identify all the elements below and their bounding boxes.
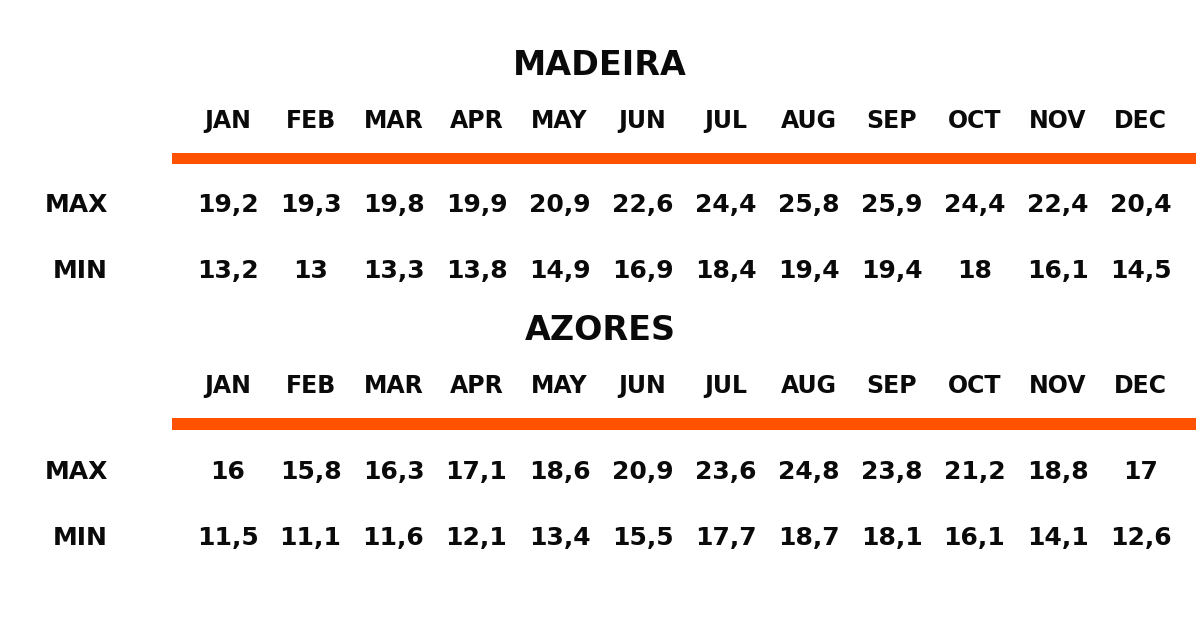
Text: APR: APR	[450, 374, 503, 398]
Text: JAN: JAN	[204, 109, 251, 133]
Text: 19,3: 19,3	[280, 193, 341, 217]
Text: 23,8: 23,8	[860, 460, 923, 484]
Text: 20,9: 20,9	[612, 460, 673, 484]
Text: 14,1: 14,1	[1027, 526, 1088, 550]
Text: FEB: FEB	[286, 374, 336, 398]
Bar	[172, 418, 1196, 430]
Text: 24,4: 24,4	[943, 193, 1006, 217]
Text: MAX: MAX	[44, 193, 108, 217]
Text: OCT: OCT	[948, 109, 1001, 133]
Text: 15,5: 15,5	[612, 526, 673, 550]
Text: NOV: NOV	[1028, 109, 1086, 133]
Text: MIN: MIN	[53, 526, 108, 550]
Text: OCT: OCT	[948, 374, 1001, 398]
Text: JAN: JAN	[204, 374, 251, 398]
Text: MAR: MAR	[364, 109, 424, 133]
Text: FEB: FEB	[286, 109, 336, 133]
Text: AUG: AUG	[780, 109, 836, 133]
Text: MAR: MAR	[364, 374, 424, 398]
Text: 20,4: 20,4	[1110, 193, 1171, 217]
Text: MAY: MAY	[532, 374, 588, 398]
Text: 16,3: 16,3	[362, 460, 425, 484]
Text: 25,9: 25,9	[860, 193, 923, 217]
Text: 22,4: 22,4	[1027, 193, 1088, 217]
Text: JUN: JUN	[619, 374, 666, 398]
Text: 19,2: 19,2	[197, 193, 258, 217]
Text: 14,5: 14,5	[1110, 259, 1171, 283]
Text: 22,6: 22,6	[612, 193, 673, 217]
Text: NOV: NOV	[1028, 374, 1086, 398]
Text: 20,9: 20,9	[529, 193, 590, 217]
Text: 24,8: 24,8	[778, 460, 839, 484]
Text: 16,9: 16,9	[612, 259, 673, 283]
Text: 18: 18	[958, 259, 992, 283]
Text: DEC: DEC	[1114, 374, 1166, 398]
Text: 16,1: 16,1	[943, 526, 1006, 550]
Text: 19,9: 19,9	[445, 193, 508, 217]
Text: 19,8: 19,8	[362, 193, 425, 217]
Text: AZORES: AZORES	[524, 315, 676, 347]
Text: 25,8: 25,8	[778, 193, 839, 217]
Bar	[172, 153, 1196, 164]
Text: MADEIRA: MADEIRA	[514, 50, 686, 82]
Text: 13: 13	[293, 259, 328, 283]
Text: 12,1: 12,1	[445, 526, 508, 550]
Text: 21,2: 21,2	[943, 460, 1006, 484]
Text: 16: 16	[210, 460, 245, 484]
Text: 13,2: 13,2	[197, 259, 258, 283]
Text: DEC: DEC	[1114, 109, 1166, 133]
Text: 24,4: 24,4	[695, 193, 756, 217]
Text: 18,1: 18,1	[860, 526, 923, 550]
Text: MAX: MAX	[44, 460, 108, 484]
Text: SEP: SEP	[866, 374, 917, 398]
Text: 11,6: 11,6	[362, 526, 425, 550]
Text: 19,4: 19,4	[778, 259, 839, 283]
Text: 18,7: 18,7	[778, 526, 839, 550]
Text: 17,1: 17,1	[445, 460, 508, 484]
Text: 11,5: 11,5	[197, 526, 258, 550]
Text: 18,6: 18,6	[529, 460, 590, 484]
Text: 13,4: 13,4	[529, 526, 590, 550]
Text: JUL: JUL	[704, 374, 746, 398]
Text: 23,6: 23,6	[695, 460, 756, 484]
Text: 18,4: 18,4	[695, 259, 756, 283]
Text: 17,7: 17,7	[695, 526, 756, 550]
Text: APR: APR	[450, 109, 503, 133]
Text: AUG: AUG	[780, 374, 836, 398]
Text: 17: 17	[1123, 460, 1158, 484]
Text: 15,8: 15,8	[280, 460, 341, 484]
Text: JUL: JUL	[704, 109, 746, 133]
Text: MAY: MAY	[532, 109, 588, 133]
Text: 12,6: 12,6	[1110, 526, 1171, 550]
Text: 13,8: 13,8	[445, 259, 508, 283]
Text: 11,1: 11,1	[280, 526, 342, 550]
Text: 14,9: 14,9	[529, 259, 590, 283]
Text: 16,1: 16,1	[1027, 259, 1088, 283]
Text: 19,4: 19,4	[860, 259, 923, 283]
Text: SEP: SEP	[866, 109, 917, 133]
Text: JUN: JUN	[619, 109, 666, 133]
Text: 13,3: 13,3	[362, 259, 425, 283]
Text: 18,8: 18,8	[1027, 460, 1088, 484]
Text: MIN: MIN	[53, 259, 108, 283]
